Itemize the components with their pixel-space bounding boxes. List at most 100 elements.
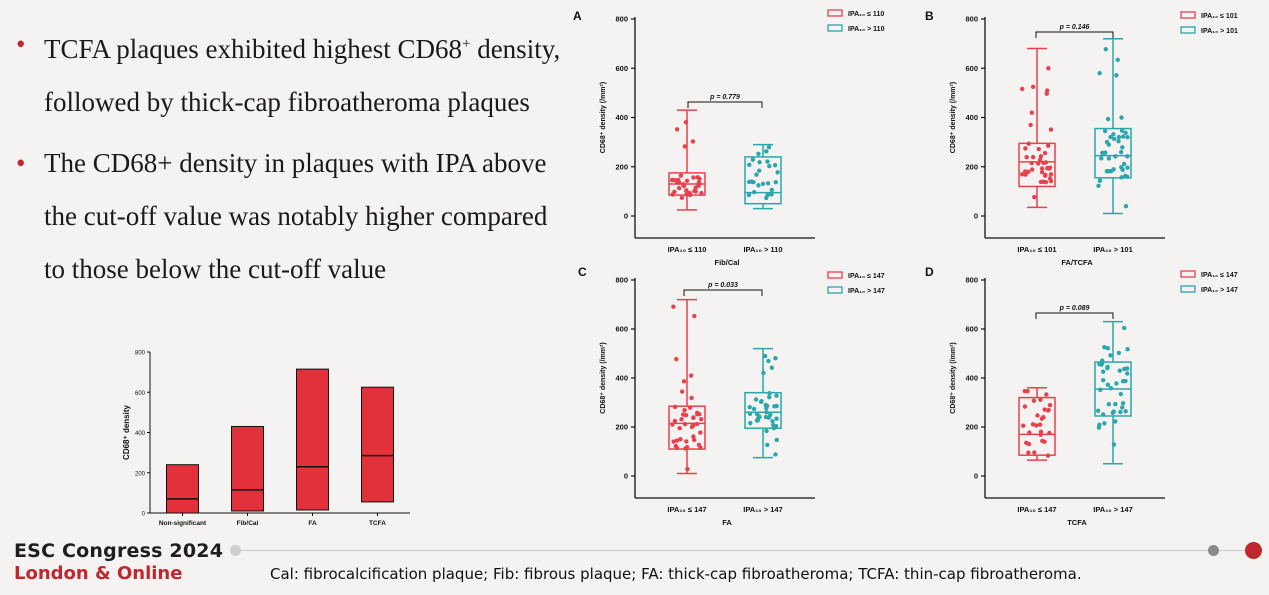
p-value-bracket	[683, 289, 763, 296]
data-point	[685, 466, 690, 472]
panel-letter: B	[925, 9, 934, 23]
y-tick-label: 200	[965, 423, 978, 432]
data-point	[769, 187, 774, 193]
data-point	[764, 195, 769, 201]
data-point	[759, 398, 764, 404]
data-point	[1123, 173, 1128, 178]
p-value-label: p = 0.033	[707, 282, 738, 289]
data-point	[698, 445, 703, 450]
data-point	[1042, 407, 1047, 412]
data-point	[1106, 402, 1112, 407]
x-tick-label: Fib/Cal	[237, 520, 259, 527]
data-point	[691, 175, 696, 180]
data-point	[1032, 450, 1037, 455]
data-point	[1027, 430, 1032, 435]
data-point	[1100, 377, 1106, 383]
data-point	[679, 389, 685, 394]
data-point	[1123, 378, 1128, 384]
data-point	[681, 379, 687, 384]
x-tick-label: FA	[308, 520, 317, 527]
data-point	[684, 178, 690, 184]
data-point	[1037, 157, 1043, 162]
y-tick-label: 400	[965, 374, 978, 383]
data-point	[753, 397, 759, 402]
legend-swatch	[827, 286, 843, 294]
box	[744, 391, 782, 429]
data-point	[1028, 122, 1033, 128]
range-bar	[361, 386, 394, 503]
data-point	[1097, 361, 1102, 367]
y-tick-label: 800	[965, 276, 978, 285]
data-point	[754, 172, 759, 177]
data-point	[1114, 381, 1119, 386]
data-point	[757, 160, 762, 165]
data-point	[1022, 404, 1028, 409]
y-tick-label: 0	[974, 472, 978, 481]
data-point	[775, 170, 780, 175]
data-point	[1041, 179, 1046, 184]
data-point	[1035, 161, 1041, 166]
data-point	[1111, 442, 1117, 447]
data-point	[682, 408, 687, 413]
data-point	[1106, 142, 1112, 147]
y-tick-label: 600	[965, 325, 978, 334]
panel-letter: D	[925, 265, 934, 279]
data-point	[1095, 408, 1101, 413]
data-point	[1031, 398, 1037, 403]
data-point	[749, 179, 755, 184]
data-point	[1097, 71, 1102, 76]
data-point	[1120, 400, 1126, 406]
data-point	[1046, 66, 1051, 71]
data-point	[1105, 382, 1111, 387]
data-point	[687, 191, 693, 196]
data-point	[772, 404, 777, 409]
progress-end-dot[interactable]	[1245, 542, 1262, 559]
data-point	[1123, 409, 1128, 414]
data-point	[691, 415, 696, 420]
data-point	[672, 404, 678, 410]
data-point	[773, 423, 779, 429]
data-point	[673, 443, 679, 449]
data-point	[671, 439, 676, 444]
data-point	[1119, 115, 1124, 120]
data-point	[1103, 46, 1108, 52]
data-point	[1108, 353, 1113, 358]
data-point	[1125, 371, 1130, 376]
data-point	[1120, 145, 1125, 150]
data-point	[689, 395, 694, 401]
data-point	[1036, 146, 1041, 152]
data-point	[679, 417, 684, 422]
legend-label: IPA₁₀ > 147	[1201, 287, 1238, 294]
data-point	[1026, 169, 1031, 175]
legend-swatch	[827, 271, 843, 279]
data-point	[1047, 430, 1052, 436]
data-point	[1038, 429, 1044, 435]
p-value-label: p = 0.146	[1059, 24, 1090, 31]
data-point	[1029, 167, 1035, 172]
data-point	[774, 416, 779, 421]
data-point	[684, 439, 689, 444]
data-point	[1103, 150, 1108, 155]
data-point	[764, 410, 769, 415]
y-tick-label: 800	[965, 15, 978, 24]
data-point	[1102, 345, 1107, 350]
data-point	[694, 421, 700, 427]
y-tick-label: 200	[615, 162, 628, 171]
legend-label: IPA₁₀ ≤ 110	[848, 11, 884, 18]
data-point	[1035, 413, 1040, 418]
progress-position-dot[interactable]	[1208, 545, 1219, 556]
x-tick-label: IPA₁₀ ≤ 147	[667, 505, 706, 514]
data-point	[756, 183, 761, 188]
x-tick-label: IPA₁₀ > 110	[743, 245, 782, 254]
data-point	[1117, 368, 1123, 373]
data-point	[683, 446, 688, 451]
y-axis-label: CD68⁺ density (/mm²)	[950, 82, 957, 153]
data-point	[1116, 138, 1121, 144]
y-axis-label: CD68⁺ density	[122, 404, 131, 459]
x-tick-label: IPA₁₀ ≤ 110	[668, 245, 707, 254]
y-tick-label: 200	[135, 471, 146, 477]
data-point	[699, 190, 704, 196]
data-point	[688, 373, 694, 378]
data-point	[768, 412, 773, 417]
data-point	[746, 192, 752, 198]
